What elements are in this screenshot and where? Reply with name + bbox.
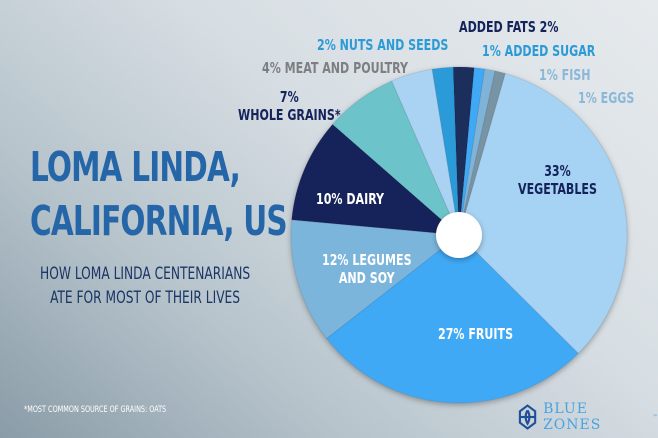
label-eggs: 1% EGGS	[578, 89, 635, 107]
pie-slice-vegetables	[458, 72, 628, 355]
label-line: 12% LEGUMES	[322, 251, 412, 269]
pie-slice-dairy	[291, 123, 461, 236]
pie-center-hole	[436, 212, 482, 258]
label-fruits: 27% FRUITS	[438, 325, 514, 343]
subtitle-line: HOW LOMA LINDA CENTENARIANS	[40, 264, 251, 284]
blue-zones-logo: BLUE ZONES ™	[518, 401, 658, 433]
title-line: LOMA LINDA,	[30, 143, 241, 191]
label-whole-grains: 7% WHOLE GRAINS*	[238, 88, 341, 124]
trademark: ™	[652, 413, 658, 421]
blue-zones-emblem-icon	[518, 404, 537, 430]
subtitle: HOW LOMA LINDA CENTENARIANS ATE FOR MOST…	[40, 262, 250, 310]
label-fish: 1% FISH	[539, 66, 591, 84]
logo-text: BLUE ZONES	[543, 401, 602, 433]
pie-slice-legumes-and-soy	[290, 219, 461, 340]
page-title: LOMA LINDA, CALIFORNIA, US	[30, 140, 288, 248]
label-line: WHOLE GRAINS*	[238, 106, 341, 124]
pie-slice-nuts-and-seeds	[431, 66, 460, 236]
label-dairy: 10% DAIRY	[316, 190, 385, 208]
title-line: CALIFORNIA, US	[30, 197, 288, 245]
label-vegetables: 33% VEGETABLES	[518, 162, 597, 198]
label-legumes: 12% LEGUMES AND SOY	[322, 251, 412, 287]
label-meat-poultry: 4% MEAT AND POULTRY	[262, 59, 409, 77]
footnote: *MOST COMMON SOURCE OF GRAINS: OATS	[24, 405, 167, 415]
label-added-fats: ADDED FATS 2%	[459, 18, 559, 36]
label-nuts-seeds: 2% NUTS AND SEEDS	[317, 36, 449, 54]
subtitle-line: ATE FOR MOST OF THEIR LIVES	[50, 288, 241, 308]
label-added-sugar: 1% ADDED SUGAR	[482, 42, 596, 60]
label-line: AND SOY	[338, 269, 395, 287]
label-line: VEGETABLES	[518, 180, 597, 198]
pie-slice-fruits	[325, 234, 579, 404]
label-line: 33%	[544, 162, 571, 180]
label-line: 7%	[279, 88, 299, 106]
